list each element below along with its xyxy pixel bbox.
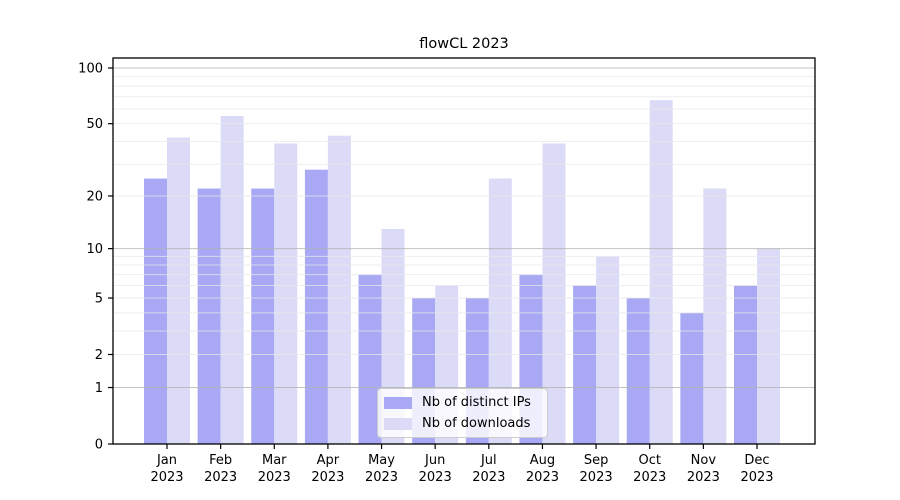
x-tick-label-year: 2023 [365,470,398,485]
x-tick-label-month: May [368,453,395,468]
bar-ips-jan [144,178,167,445]
x-tick-label-month: Dec [744,453,769,468]
bar-ips-feb [197,188,221,444]
x-tick-label-year: 2023 [150,470,183,485]
y-tick-label: 10 [86,242,103,257]
x-tick-label-month: Aug [530,453,555,468]
x-tick-label-month: Jan [156,453,177,468]
bar-downloads-apr [327,135,351,445]
legend-swatch-distinct-ips [384,396,412,409]
x-tick-label-year: 2023 [740,470,773,485]
x-tick-label-month: Jul [480,453,497,468]
x-tick-label-month: Oct [638,453,660,468]
legend-label-distinct-ips: Nb of distinct IPs [422,395,531,410]
bar-downloads-oct [649,100,673,444]
bar-ips-nov [680,312,704,444]
legend: Nb of distinct IPs Nb of downloads [377,388,548,438]
bar-ips-oct [626,298,650,444]
bar-ips-mar [251,188,275,444]
legend-item-downloads: Nb of downloads [384,416,539,431]
y-tick-label: 50 [86,117,103,132]
legend-swatch-downloads [384,417,412,430]
chart-title: flowCL 2023 [419,36,509,52]
x-tick-label-year: 2023 [526,470,559,485]
x-tick-label-month: Jun [424,453,445,468]
x-tick-label-year: 2023 [311,470,344,485]
bar-ips-may [358,274,382,444]
bar-downloads-jul [488,178,512,445]
bar-downloads-aug [542,143,566,444]
legend-item-distinct-ips: Nb of distinct IPs [384,395,539,410]
x-tick-label-year: 2023 [419,470,452,485]
bar-ips-sep [573,285,597,444]
x-tick-label-month: Feb [209,453,232,468]
x-tick-label-year: 2023 [580,470,613,485]
legend-label-downloads: Nb of downloads [422,416,531,431]
y-tick-label: 100 [78,62,103,77]
x-tick-label-month: Apr [317,453,340,468]
x-tick-label-month: Mar [262,453,287,468]
y-tick-label: 2 [95,348,103,363]
bar-downloads-dec [757,248,780,444]
y-tick-label: 0 [95,438,103,453]
bar-downloads-feb [220,116,244,444]
bar-ips-apr [304,169,328,445]
bar-downloads-nov [703,188,727,444]
x-tick-label-month: Nov [691,453,717,468]
x-tick-label-year: 2023 [258,470,291,485]
plot-frame [112,57,816,445]
x-tick-label-year: 2023 [687,470,720,485]
bar-ips-dec [734,285,757,444]
x-tick-label-month: Sep [584,453,609,468]
bar-downloads-sep [596,256,620,444]
y-tick-label: 20 [86,189,103,204]
bar-downloads-jan [167,137,190,445]
y-tick-label: 5 [95,292,103,307]
x-tick-label-year: 2023 [633,470,666,485]
bar-downloads-mar [274,143,298,444]
x-tick-label-year: 2023 [472,470,505,485]
x-tick-label-year: 2023 [204,470,237,485]
y-tick-label: 1 [95,381,103,396]
